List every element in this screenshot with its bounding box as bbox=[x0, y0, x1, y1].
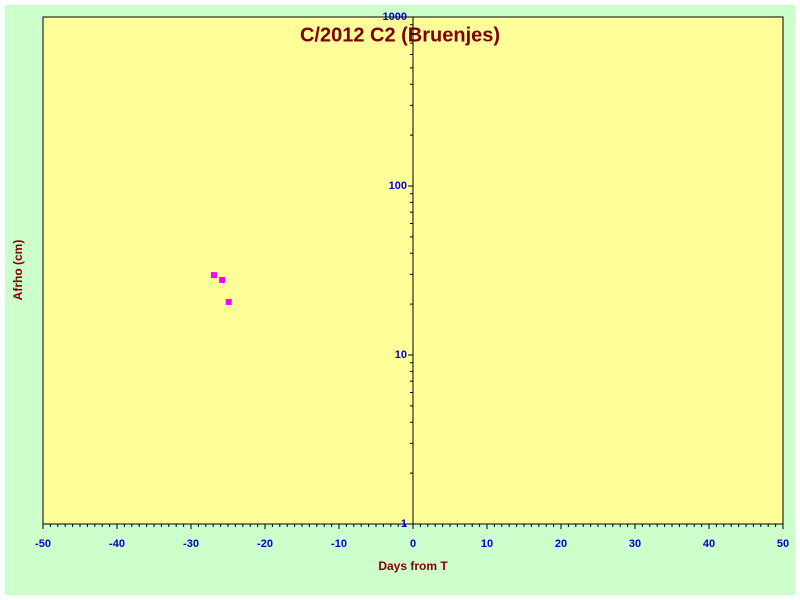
y-tick-label: 100 bbox=[389, 180, 407, 192]
x-tick-label: 30 bbox=[629, 538, 641, 550]
y-tick-label: 1 bbox=[401, 518, 407, 530]
data-point bbox=[225, 298, 232, 305]
data-point bbox=[219, 276, 226, 283]
y-tick-label: 10 bbox=[395, 349, 407, 361]
y-tick-label: 1000 bbox=[383, 11, 407, 23]
x-tick-label: 10 bbox=[481, 538, 493, 550]
x-tick-label: -40 bbox=[109, 538, 125, 550]
x-tick-label: 50 bbox=[777, 538, 789, 550]
x-tick-label: -20 bbox=[257, 538, 273, 550]
x-tick-label: 0 bbox=[410, 538, 416, 550]
x-tick-label: -30 bbox=[183, 538, 199, 550]
x-tick-label: -50 bbox=[35, 538, 51, 550]
x-tick-label: -10 bbox=[331, 538, 347, 550]
chart-title: C/2012 C2 (Bruenjes) bbox=[300, 24, 500, 46]
x-axis-title: Days from T bbox=[378, 559, 448, 573]
x-tick-label: 40 bbox=[703, 538, 715, 550]
x-tick-label: 20 bbox=[555, 538, 567, 550]
data-point bbox=[210, 272, 217, 279]
y-axis-title: Afrho (cm) bbox=[11, 240, 25, 301]
